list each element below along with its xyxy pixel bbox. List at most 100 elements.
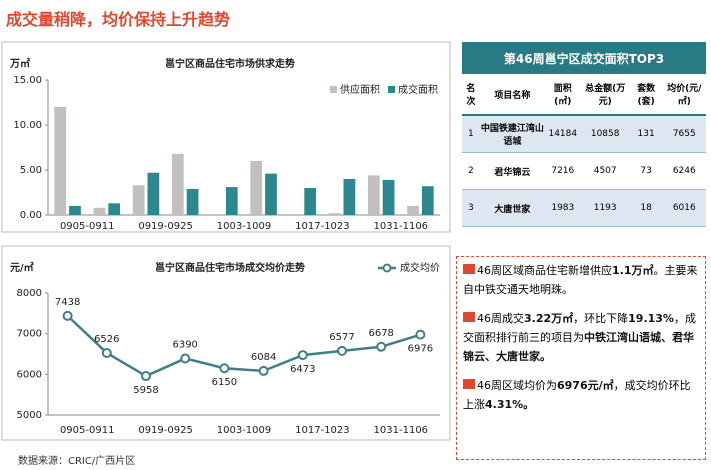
note-text: 。主要来自中铁交通天地明珠。 xyxy=(463,264,698,296)
column-header: 总金额(万元) xyxy=(580,74,630,116)
note-text: 1.1万㎡ xyxy=(612,264,654,277)
table-cell: 14184 xyxy=(545,115,581,153)
bar xyxy=(147,172,160,215)
note-text: 19.13% xyxy=(628,312,674,325)
legend-swatch xyxy=(388,86,395,93)
bar xyxy=(54,107,67,215)
y-tick-label: 5.00 xyxy=(20,165,42,176)
column-header: 面积(㎡) xyxy=(545,74,581,116)
x-tick-label: 1003-1009 xyxy=(217,221,272,232)
y-axis-label: 万㎡ xyxy=(9,57,30,70)
table-cell: 2 xyxy=(462,152,480,190)
bar xyxy=(225,187,238,215)
table-cell: 1193 xyxy=(580,189,630,227)
table: 第46周邕宁区成交面积TOP3 名次 项目名称 面积(㎡) 总金额(万元) 套数(套) 均价… xyxy=(462,42,706,227)
y-tick-label: 10.00 xyxy=(13,120,42,131)
data-label: 6084 xyxy=(251,352,276,363)
table-cell: 7655 xyxy=(662,115,706,153)
table-header-row: 名次 项目名称 面积(㎡) 总金额(万元) 套数(套) 均价(元/㎡) xyxy=(462,74,706,116)
table-cell: 6016 xyxy=(662,189,706,227)
bar xyxy=(421,186,434,215)
table-cell: 7216 xyxy=(545,152,581,190)
note-text: 46周区域均价为 xyxy=(477,379,557,392)
table-cell: 1983 xyxy=(545,189,581,227)
x-tick-label: 1017-1023 xyxy=(295,221,350,232)
chart-title: 邕宁区商品住宅市场成交均价走势 xyxy=(155,261,305,274)
table-cell: 6246 xyxy=(662,152,706,190)
bar xyxy=(132,185,145,215)
marker xyxy=(337,345,347,356)
bar xyxy=(250,161,263,215)
bar xyxy=(343,179,356,215)
data-label: 7438 xyxy=(55,297,80,308)
legend-label: 供应面积 xyxy=(340,83,380,96)
y-tick-label: 7000 xyxy=(17,329,42,340)
legend-swatch xyxy=(330,86,337,93)
bar xyxy=(108,203,121,215)
x-tick-label: 0919-0925 xyxy=(138,221,193,232)
data-label: 5958 xyxy=(133,385,158,396)
legend-label: 成交面积 xyxy=(398,83,438,96)
x-tick-label: 1031-1106 xyxy=(374,425,429,436)
chart-title: 邕宁区商品住宅市场供求走势 xyxy=(165,57,295,70)
marker xyxy=(101,347,112,358)
table-title: 第46周邕宁区成交面积TOP3 xyxy=(462,42,706,74)
legend-marker xyxy=(382,263,392,273)
y-tick-label: 8000 xyxy=(17,288,42,299)
note-text: 6976元/㎡ xyxy=(557,379,614,392)
marker xyxy=(376,341,387,352)
table-row: 2 君华锦云 7216 4507 73 6246 xyxy=(462,152,706,190)
column-header: 名次 xyxy=(462,74,480,116)
note-text: 46周成交 xyxy=(477,312,524,325)
chart-frame xyxy=(1,245,451,441)
bar xyxy=(93,207,106,215)
note-text: 中铁江湾山语城、君华锦云、大唐世家。 xyxy=(463,331,694,363)
table-cell: 大唐世家 xyxy=(479,189,545,227)
note: 46周成交3.22万㎡，环比下降19.13%，成交面积排行前三的项目为中铁江湾山… xyxy=(463,309,699,366)
chart-frame xyxy=(1,41,451,233)
column-header: 均价(元/㎡) xyxy=(662,74,706,116)
bar xyxy=(382,179,395,215)
table-cell: 君华锦云 xyxy=(479,152,545,190)
table-row: 1 中国铁建江湾山语城 14184 10858 131 7655 xyxy=(462,115,706,153)
x-tick-label: 0905-0911 xyxy=(60,221,115,232)
table-cell: 中国铁建江湾山语城 xyxy=(479,115,545,153)
bar xyxy=(328,213,341,215)
data-label: 6577 xyxy=(329,332,354,343)
y-tick-label: 6000 xyxy=(17,369,42,380)
y-tick-label: 5000 xyxy=(17,410,42,421)
marker xyxy=(297,350,308,361)
table-cell: 18 xyxy=(629,189,663,227)
note: 46周区域商品住宅新增供应1.1万㎡。主要来自中铁交通天地明珠。 xyxy=(463,261,699,299)
table-cell: 1 xyxy=(462,115,480,153)
x-tick-label: 0905-0911 xyxy=(60,425,115,436)
data-label: 6150 xyxy=(212,377,237,388)
column-header: 套数(套) xyxy=(629,74,663,116)
bar xyxy=(186,188,199,215)
notes: 46周区域商品住宅新增供应1.1万㎡。主要来自中铁交通天地明珠。 46周成交3.2… xyxy=(456,256,706,460)
data-label: 6678 xyxy=(368,328,393,339)
y-tick-label: 15.00 xyxy=(13,75,42,86)
column-header: 项目名称 xyxy=(479,74,545,116)
bar xyxy=(171,153,184,215)
marker xyxy=(258,365,269,376)
table-row: 3 大唐世家 1983 1193 18 6016 xyxy=(462,189,706,227)
y-axis-label: 元/㎡ xyxy=(10,261,34,274)
note-text: 4.31%。 xyxy=(485,398,535,411)
marker xyxy=(415,329,426,340)
x-tick-label: 1031-1106 xyxy=(374,221,429,232)
x-tick-label: 0919-0925 xyxy=(138,425,193,436)
data-label: 6473 xyxy=(290,364,315,375)
table-cell: 3 xyxy=(462,189,480,227)
data-label: 6976 xyxy=(408,344,433,355)
note-text: 3.22万㎡ xyxy=(524,312,574,325)
marker xyxy=(219,363,230,374)
bar xyxy=(367,175,380,215)
page-title: 成交量稍降，均价保持上升趋势 xyxy=(6,10,231,29)
bar xyxy=(69,206,81,215)
x-tick-label: 1003-1009 xyxy=(217,425,272,436)
note-text: ，成交均价环比上涨 xyxy=(463,379,691,411)
bar xyxy=(304,188,317,215)
legend-label: 成交均价 xyxy=(400,261,440,274)
table-title-row: 第46周邕宁区成交面积TOP3 xyxy=(462,42,706,74)
